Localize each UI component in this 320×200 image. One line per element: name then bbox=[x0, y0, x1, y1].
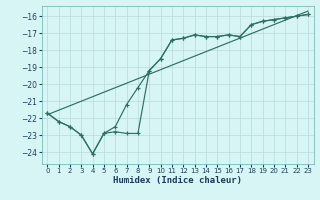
X-axis label: Humidex (Indice chaleur): Humidex (Indice chaleur) bbox=[113, 176, 242, 185]
